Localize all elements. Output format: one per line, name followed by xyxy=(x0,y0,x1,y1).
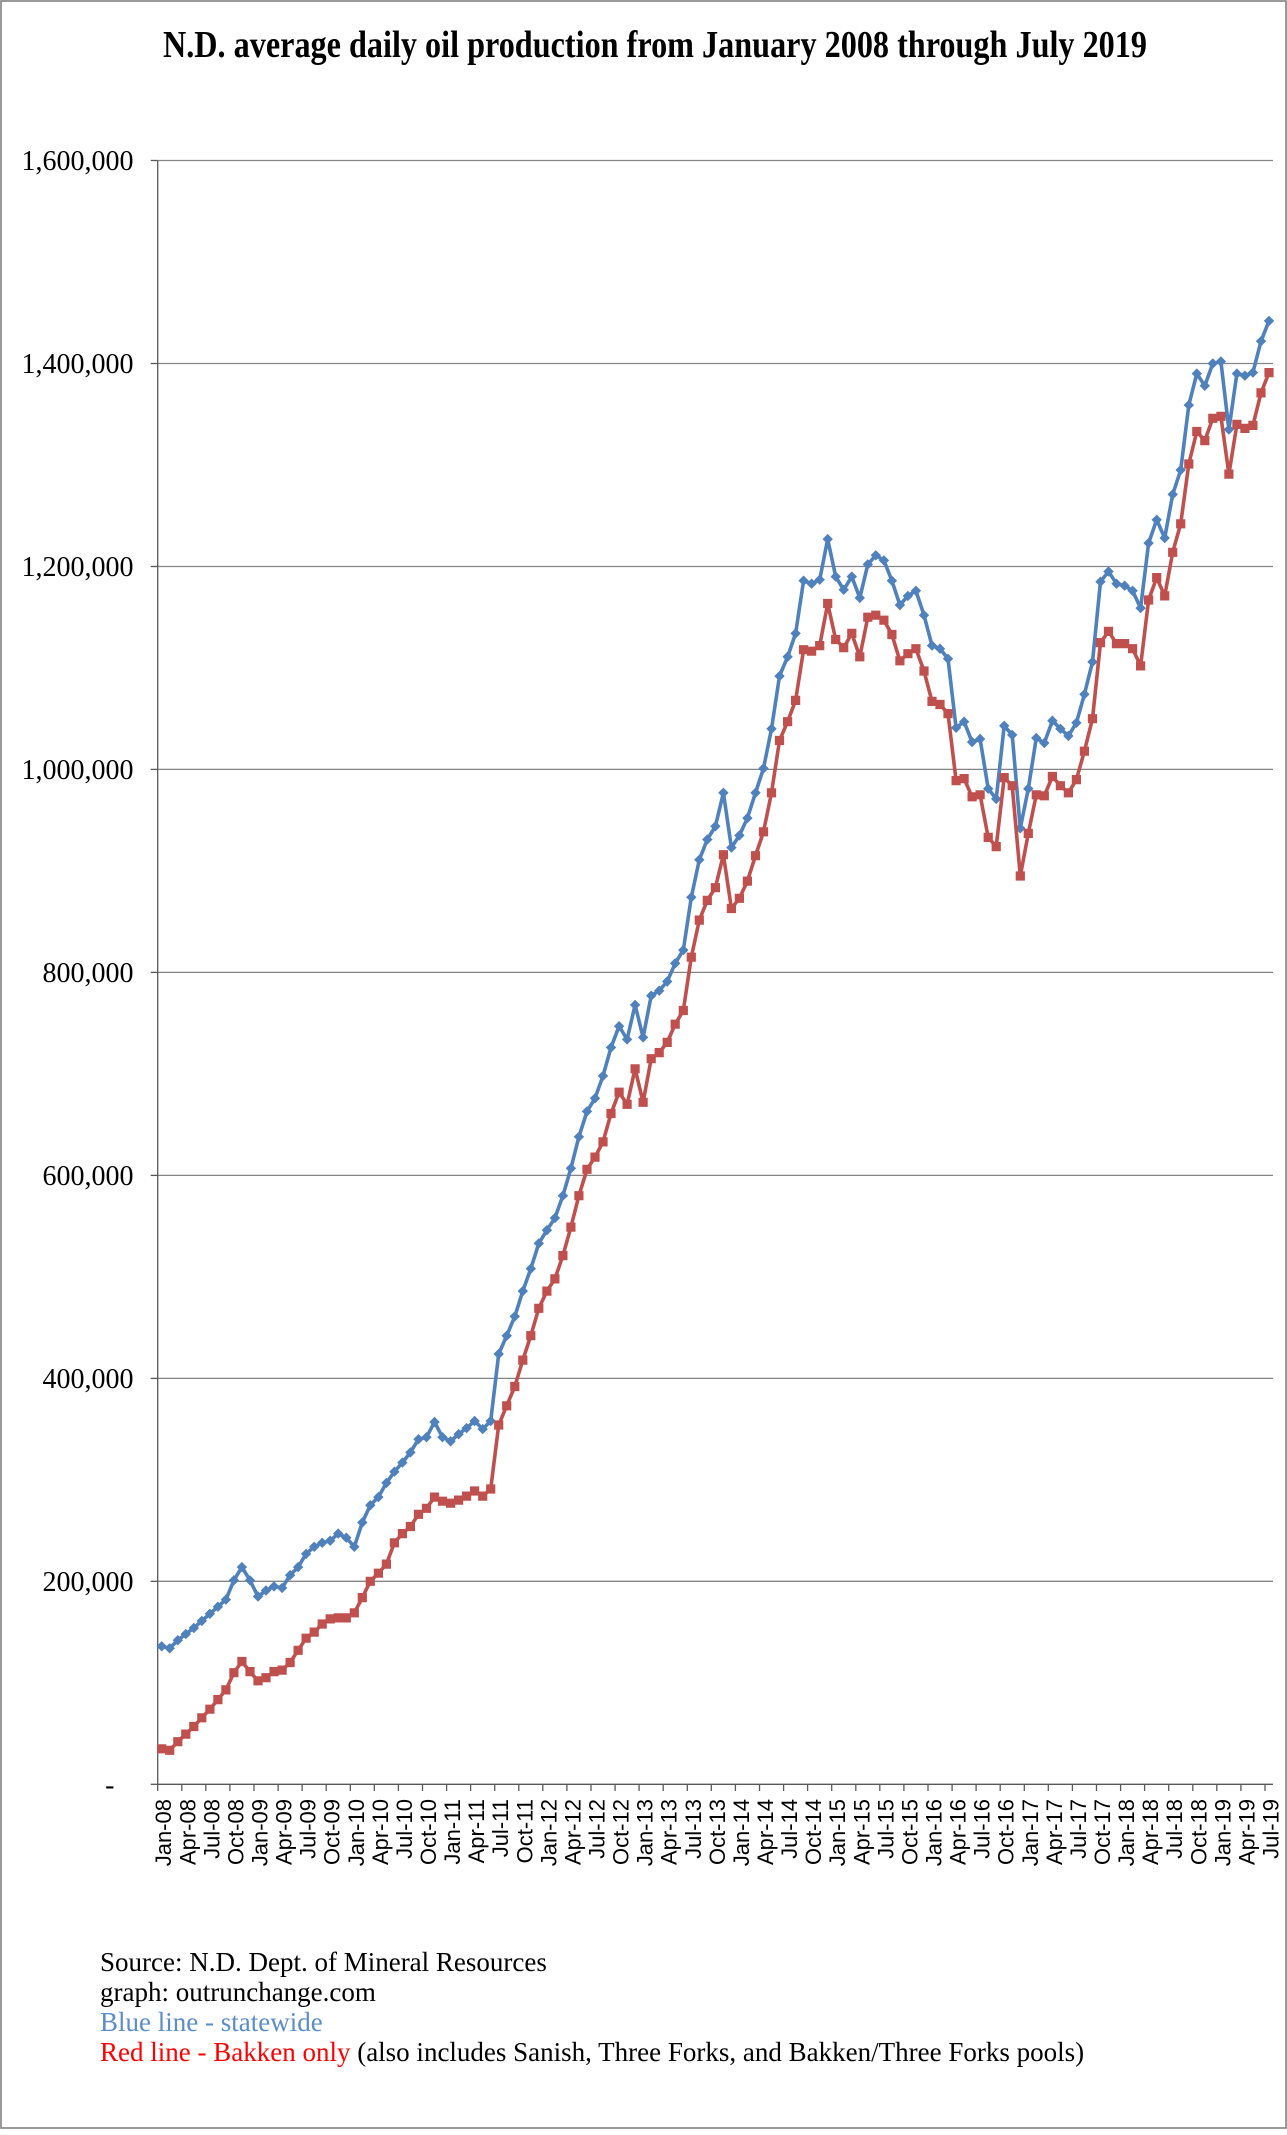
svg-text:Oct-11: Oct-11 xyxy=(512,1799,537,1863)
svg-text:Apr-18: Apr-18 xyxy=(1138,1799,1163,1865)
svg-text:Jul-11: Jul-11 xyxy=(488,1799,513,1857)
svg-text:Oct-16: Oct-16 xyxy=(994,1799,1019,1865)
svg-text:Jul-09: Jul-09 xyxy=(296,1799,321,1859)
svg-text:Jul-17: Jul-17 xyxy=(1066,1799,1091,1859)
svg-text:Apr-11: Apr-11 xyxy=(464,1799,489,1863)
svg-text:Jul-16: Jul-16 xyxy=(970,1799,995,1859)
svg-text:Oct-18: Oct-18 xyxy=(1186,1799,1211,1865)
svg-text:1,200,000: 1,200,000 xyxy=(22,552,134,583)
svg-text:1,400,000: 1,400,000 xyxy=(22,349,134,380)
svg-text:Jul-08: Jul-08 xyxy=(199,1799,224,1859)
svg-text:Oct-12: Oct-12 xyxy=(609,1799,634,1865)
svg-text:1,600,000: 1,600,000 xyxy=(22,146,134,177)
svg-text:N.D. average daily oil product: N.D. average daily oil production from J… xyxy=(163,24,1147,66)
svg-text:Apr-17: Apr-17 xyxy=(1042,1799,1067,1865)
svg-text:Oct-13: Oct-13 xyxy=(705,1799,730,1865)
svg-text:Jan-19: Jan-19 xyxy=(1210,1799,1235,1866)
svg-text:400,000: 400,000 xyxy=(43,1364,134,1395)
svg-text:-: - xyxy=(105,1770,114,1801)
svg-text:600,000: 600,000 xyxy=(43,1161,134,1192)
svg-text:Jan-08: Jan-08 xyxy=(151,1799,176,1866)
svg-text:Apr-19: Apr-19 xyxy=(1234,1799,1259,1865)
svg-text:Oct-10: Oct-10 xyxy=(416,1799,441,1865)
svg-text:Jul-10: Jul-10 xyxy=(392,1799,417,1859)
svg-text:Jan-16: Jan-16 xyxy=(922,1799,947,1866)
svg-text:Apr-16: Apr-16 xyxy=(946,1799,971,1865)
svg-text:Jan-15: Jan-15 xyxy=(825,1799,850,1866)
svg-text:Jan-13: Jan-13 xyxy=(633,1799,658,1866)
svg-text:Jul-15: Jul-15 xyxy=(873,1799,898,1859)
svg-text:Apr-08: Apr-08 xyxy=(175,1799,200,1865)
svg-text:Jul-14: Jul-14 xyxy=(777,1799,802,1859)
svg-text:800,000: 800,000 xyxy=(43,958,134,989)
svg-text:Jan-12: Jan-12 xyxy=(536,1799,561,1866)
svg-text:Jan-10: Jan-10 xyxy=(344,1799,369,1866)
svg-text:Apr-09: Apr-09 xyxy=(272,1799,297,1865)
svg-text:Oct-14: Oct-14 xyxy=(801,1799,826,1865)
svg-text:Jan-17: Jan-17 xyxy=(1018,1799,1043,1866)
svg-text:Jul-19: Jul-19 xyxy=(1259,1799,1284,1859)
svg-text:Jan-18: Jan-18 xyxy=(1114,1799,1139,1866)
svg-text:Oct-08: Oct-08 xyxy=(223,1799,248,1865)
svg-text:Oct-15: Oct-15 xyxy=(897,1799,922,1865)
svg-text:200,000: 200,000 xyxy=(43,1567,134,1598)
svg-text:Jul-12: Jul-12 xyxy=(585,1799,610,1859)
svg-text:Apr-14: Apr-14 xyxy=(753,1799,778,1865)
svg-text:Jan-14: Jan-14 xyxy=(729,1799,754,1866)
svg-text:Blue line - statewide: Blue line - statewide xyxy=(100,2007,323,2037)
svg-text:Apr-15: Apr-15 xyxy=(849,1799,874,1865)
svg-text:graph: outrunchange.com: graph: outrunchange.com xyxy=(100,1977,376,2007)
svg-text:1,000,000: 1,000,000 xyxy=(22,755,134,786)
svg-text:Red line - Bakken only (also i: Red line - Bakken only (also includes Sa… xyxy=(100,2037,1084,2067)
svg-text:Jan-11: Jan-11 xyxy=(440,1799,465,1865)
svg-text:Source: N.D. Dept. of Mineral: Source: N.D. Dept. of Mineral Resources xyxy=(100,1947,547,1977)
svg-text:Oct-09: Oct-09 xyxy=(320,1799,345,1865)
svg-text:Apr-10: Apr-10 xyxy=(368,1799,393,1865)
svg-text:Jul-18: Jul-18 xyxy=(1162,1799,1187,1859)
svg-text:Apr-13: Apr-13 xyxy=(657,1799,682,1865)
svg-text:Jul-13: Jul-13 xyxy=(681,1799,706,1859)
svg-text:Jan-09: Jan-09 xyxy=(248,1799,273,1866)
svg-text:Apr-12: Apr-12 xyxy=(560,1799,585,1865)
svg-text:Oct-17: Oct-17 xyxy=(1090,1799,1115,1865)
